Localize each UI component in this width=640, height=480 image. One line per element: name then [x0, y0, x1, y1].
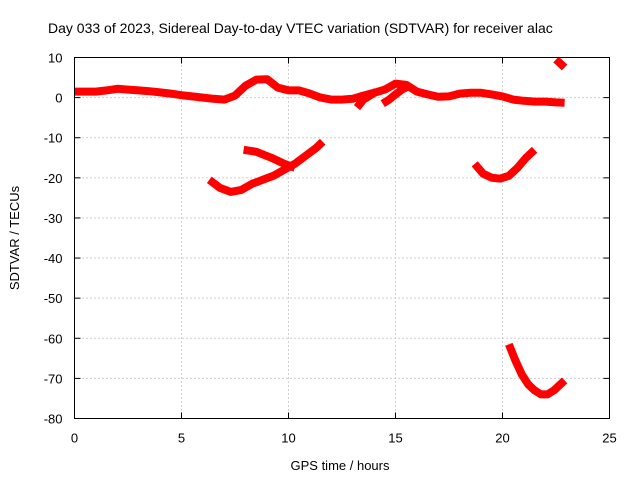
- chart-title: Day 033 of 2023, Sidereal Day-to-day VTE…: [48, 20, 553, 36]
- axis-ticks: 0 5 10 15 20 25 10 0 -10 -20 -30 -40 -50 -60 -70 -80: [44, 51, 617, 446]
- series-track-5: [242, 145, 297, 172]
- y-tick-label: 10: [48, 51, 62, 66]
- y-tick-label: 0: [55, 91, 62, 106]
- y-tick-label: -10: [44, 131, 63, 146]
- x-tick-label: 10: [281, 431, 295, 446]
- series-track-4: [206, 138, 326, 196]
- x-tick-label: 25: [602, 431, 616, 446]
- x-tick-label: 15: [388, 431, 402, 446]
- y-tick-label: -20: [44, 171, 63, 186]
- series-track-8: [553, 56, 568, 71]
- y-tick-label: -40: [44, 251, 63, 266]
- plot-frame: [74, 57, 610, 419]
- grid-lines: [74, 57, 610, 419]
- y-tick-label: -50: [44, 291, 63, 306]
- y-tick-label: -80: [44, 412, 63, 427]
- series-track-6: [471, 146, 538, 183]
- x-tick-label: 20: [495, 431, 509, 446]
- x-tick-label: 5: [178, 431, 185, 446]
- data-series: [74, 56, 568, 399]
- series-track-1: [74, 75, 565, 107]
- series-track-2: [353, 88, 379, 111]
- x-tick-label: 0: [71, 431, 78, 446]
- series-track-7: [505, 342, 568, 399]
- x-axis-label: GPS time / hours: [291, 458, 390, 473]
- y-tick-label: -70: [44, 371, 63, 386]
- series-track-3: [380, 82, 411, 107]
- y-tick-label: -30: [44, 211, 63, 226]
- y-axis-label: SDTVAR / TECUs: [7, 185, 22, 290]
- y-tick-label: -60: [44, 331, 63, 346]
